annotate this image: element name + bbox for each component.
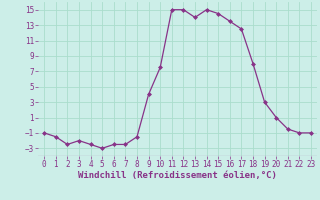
X-axis label: Windchill (Refroidissement éolien,°C): Windchill (Refroidissement éolien,°C) — [78, 171, 277, 180]
